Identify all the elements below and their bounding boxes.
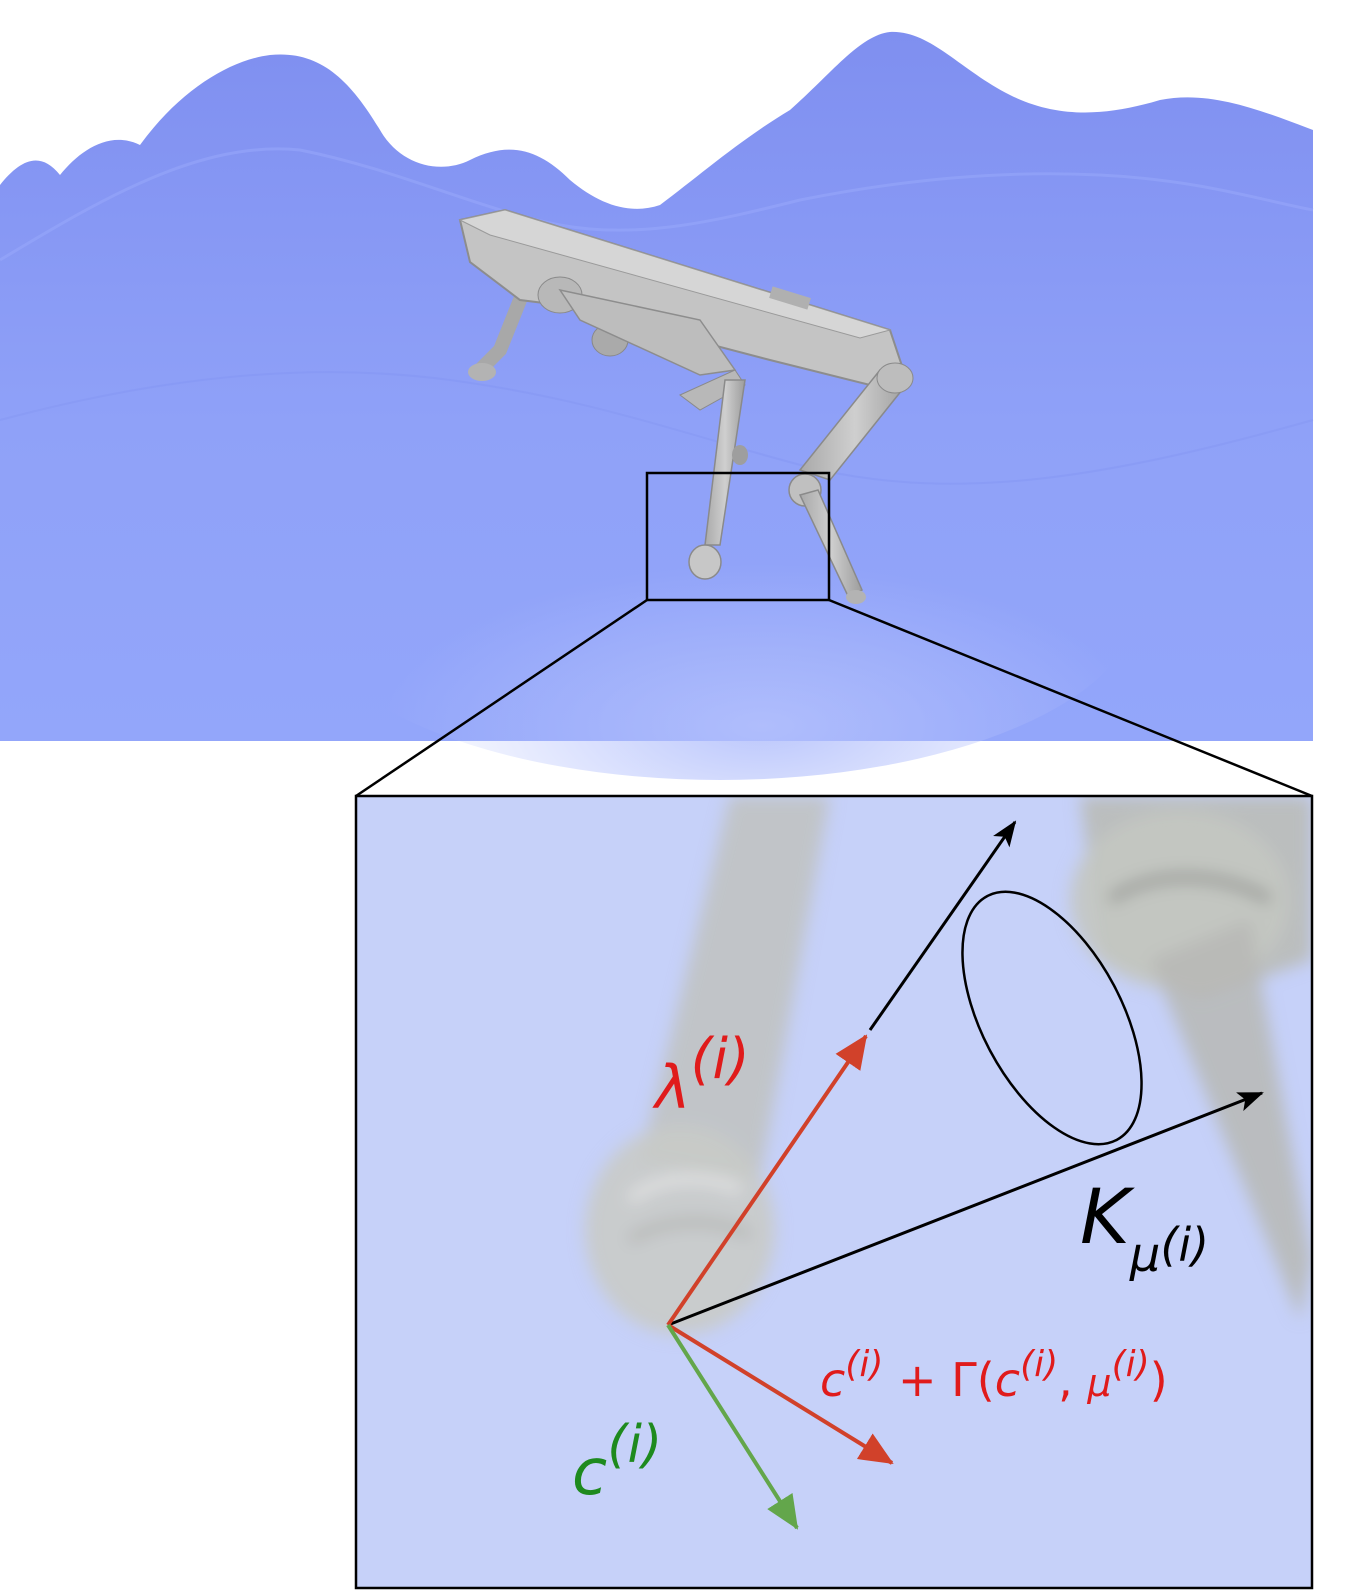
correction-label: c(i) + Γ(c(i), μ(i)) [820, 1344, 1168, 1407]
cone-edge-upper [868, 820, 1017, 1031]
robot-leg-rear-far [473, 293, 527, 377]
robot-foot-middle [688, 544, 722, 580]
robot-knee-middle [732, 445, 748, 465]
robot-foot-front [846, 590, 866, 604]
robot [458, 208, 914, 604]
robot-body-panel [769, 286, 811, 310]
cone-edge-lower [667, 1091, 1264, 1327]
contact-normal-arrow [666, 1323, 799, 1530]
robot-leg-front-lower [798, 489, 863, 597]
zoom-line-left [355, 598, 648, 798]
terrain-ridge-highlight [0, 147, 1314, 262]
lambda-arrow [666, 1034, 868, 1327]
lambda-label: λ(i) [652, 1027, 750, 1123]
robot-thigh-front [558, 288, 737, 376]
inset-blurred-robot [585, 796, 1312, 1335]
contact-label: c(i) [572, 1415, 662, 1510]
zoom-source-box [645, 471, 831, 602]
inset-panel: λ(i) Kμ(i) c(i) + Γ(c(i), μ(i)) c(i) [354, 794, 1314, 1590]
inset-border [354, 794, 1314, 1590]
zoom-indicator [355, 471, 1313, 798]
cone-label: Kμ(i) [1080, 1172, 1209, 1283]
robot-body-top [458, 209, 892, 339]
robot-leg-middle [704, 379, 746, 546]
robot-hip-front-right [876, 362, 914, 394]
terrain-scene [0, 31, 1314, 780]
correction-arrow [666, 1323, 894, 1465]
terrain-shadow-fold [0, 371, 1314, 485]
cone-ellipse [961, 890, 1143, 1146]
robot-foot-rear-far [468, 363, 496, 381]
zoom-line-right [828, 598, 1313, 798]
